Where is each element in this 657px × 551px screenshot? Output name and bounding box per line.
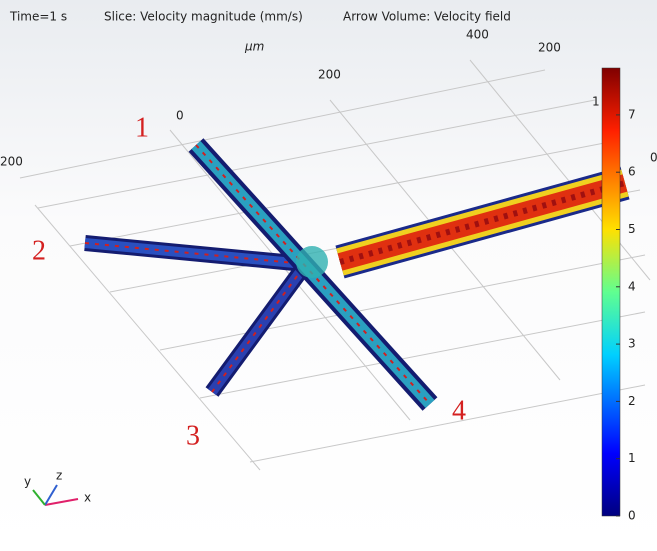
channels <box>84 138 630 411</box>
y-tick-label: 200 <box>0 155 23 169</box>
y-tick-label: 0 <box>650 151 657 165</box>
y-tick-label: 1 <box>592 95 600 109</box>
channel-label: 3 <box>186 420 200 451</box>
axis-triad: x y z <box>24 469 91 506</box>
slice-label: Slice: Velocity magnitude (mm/s) <box>104 10 303 24</box>
colorbar <box>601 67 621 517</box>
colorbar-tick-label: 7 <box>628 107 636 121</box>
colorbar-tick-label: 1 <box>628 451 636 465</box>
x-tick-label: 400 <box>466 28 489 42</box>
x-tick-label: 0 <box>176 109 184 123</box>
triad-z: z <box>56 469 62 483</box>
colorbar-ticks: 0 1 2 3 4 5 6 7 <box>616 107 636 523</box>
x-tick-label: 200 <box>318 68 341 82</box>
triad-y: y <box>24 475 31 489</box>
arrow-label: Arrow Volume: Velocity field <box>343 10 511 24</box>
colorbar-tick-label: 3 <box>628 337 636 351</box>
axis-unit: μm <box>244 40 264 54</box>
channel-label: 1 <box>135 112 149 143</box>
colorbar-tick-label: 6 <box>628 165 636 179</box>
colorbar-tick-label: 5 <box>628 222 636 236</box>
time-label: Time=1 s <box>9 10 67 24</box>
triad-x: x <box>84 491 91 505</box>
colorbar-tick-label: 4 <box>628 279 636 293</box>
colorbar-tick-label: 2 <box>628 394 636 408</box>
channel-label: 2 <box>32 235 46 266</box>
colorbar-tick-label: 0 <box>628 509 636 523</box>
channel-label: 4 <box>452 395 466 426</box>
y-tick-label: 200 <box>538 41 561 55</box>
